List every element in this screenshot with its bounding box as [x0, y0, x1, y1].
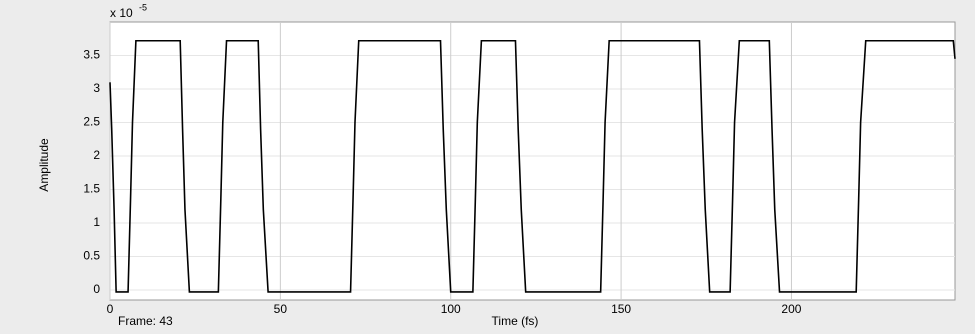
- y-tick-label: 0.5: [83, 249, 100, 263]
- y-tick-label: 0: [93, 282, 100, 296]
- y-tick-label: 2.5: [83, 115, 100, 129]
- x-tick-label: 50: [274, 302, 288, 316]
- y-tick-label: 3: [93, 81, 100, 95]
- plot-area: [109, 21, 956, 301]
- x-tick-label: 100: [441, 302, 461, 316]
- x-axis-label: Time (fs): [492, 314, 539, 328]
- y-axis-label: Amplitude: [37, 138, 51, 192]
- y-multiplier-exponent: -5: [139, 2, 147, 12]
- y-tick-label: 3.5: [83, 48, 100, 62]
- x-tick-label: 150: [611, 302, 631, 316]
- y-tick-label: 1: [93, 215, 100, 229]
- y-tick-label: 2: [93, 148, 100, 162]
- x-tick-label: 0: [107, 302, 114, 316]
- frame-label: Frame: 43: [118, 314, 173, 328]
- y-tick-label: 1.5: [83, 182, 100, 196]
- y-multiplier: x 10: [110, 6, 133, 20]
- x-tick-label: 200: [781, 302, 801, 316]
- line-series: [109, 39, 956, 293]
